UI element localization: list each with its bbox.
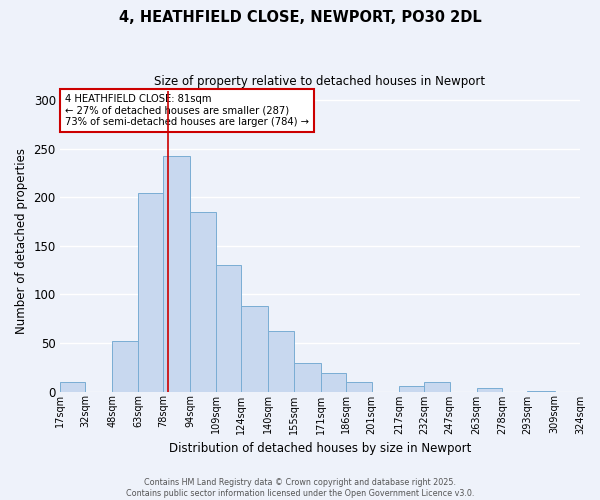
- Bar: [138, 194, 163, 392]
- Bar: [399, 386, 424, 392]
- Bar: [476, 388, 502, 392]
- Bar: [424, 382, 449, 392]
- Bar: [190, 212, 216, 392]
- Text: Contains HM Land Registry data © Crown copyright and database right 2025.
Contai: Contains HM Land Registry data © Crown c…: [126, 478, 474, 498]
- Bar: [527, 390, 554, 392]
- Bar: [321, 373, 346, 392]
- Y-axis label: Number of detached properties: Number of detached properties: [15, 148, 28, 334]
- Text: 4 HEATHFIELD CLOSE: 81sqm
← 27% of detached houses are smaller (287)
73% of semi: 4 HEATHFIELD CLOSE: 81sqm ← 27% of detac…: [65, 94, 309, 127]
- Bar: [241, 306, 268, 392]
- Title: Size of property relative to detached houses in Newport: Size of property relative to detached ho…: [154, 75, 485, 88]
- Bar: [112, 341, 138, 392]
- X-axis label: Distribution of detached houses by size in Newport: Distribution of detached houses by size …: [169, 442, 471, 455]
- Bar: [60, 382, 85, 392]
- Bar: [346, 382, 371, 392]
- Bar: [163, 156, 190, 392]
- Bar: [216, 266, 241, 392]
- Text: 4, HEATHFIELD CLOSE, NEWPORT, PO30 2DL: 4, HEATHFIELD CLOSE, NEWPORT, PO30 2DL: [119, 10, 481, 25]
- Bar: [268, 332, 294, 392]
- Bar: [294, 364, 321, 392]
